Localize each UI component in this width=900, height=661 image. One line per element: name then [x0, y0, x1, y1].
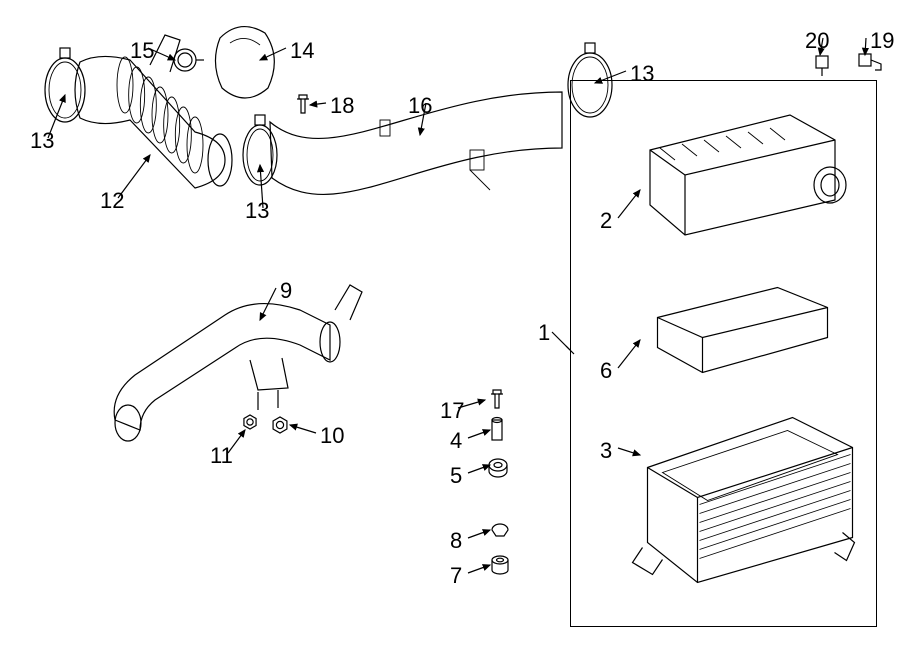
- callout-label-14: 14: [290, 40, 314, 62]
- callout-label-1: 1: [538, 322, 550, 344]
- callout-label-3: 3: [600, 440, 612, 462]
- callout-label-13: 13: [30, 130, 54, 152]
- callout-label-5: 5: [450, 465, 462, 487]
- callout-label-17: 17: [440, 400, 464, 422]
- callout-label-8: 8: [450, 530, 462, 552]
- callout-label-18: 18: [330, 95, 354, 117]
- callout-label-7: 7: [450, 565, 462, 587]
- callout-label-16: 16: [408, 95, 432, 117]
- callout-label-9: 9: [280, 280, 292, 302]
- callout-label-6: 6: [600, 360, 612, 382]
- callout-label-13: 13: [630, 63, 654, 85]
- callout-label-20: 20: [805, 30, 829, 52]
- assembly-group-box: [570, 80, 877, 627]
- callout-label-13: 13: [245, 200, 269, 222]
- callout-label-11: 11: [210, 445, 233, 467]
- callout-label-15: 15: [130, 40, 154, 62]
- callout-label-10: 10: [320, 425, 344, 447]
- callout-label-19: 19: [870, 30, 894, 52]
- callout-label-4: 4: [450, 430, 462, 452]
- callout-label-12: 12: [100, 190, 124, 212]
- callout-label-2: 2: [600, 210, 612, 232]
